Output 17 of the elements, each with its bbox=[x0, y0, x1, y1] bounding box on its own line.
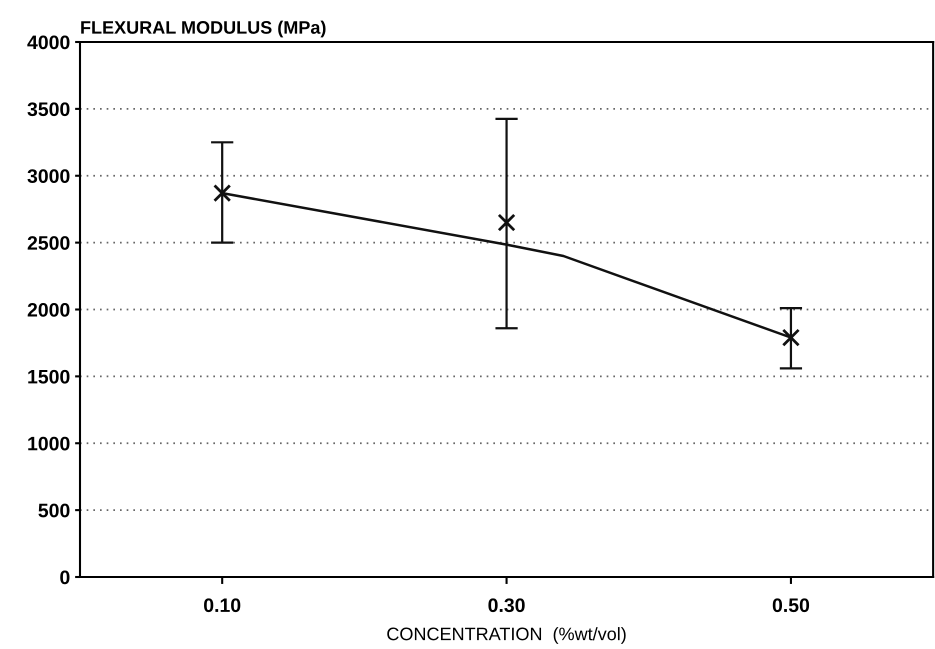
chart-title: FLEXURAL MODULUS (MPa) bbox=[81, 20, 326, 38]
x-axis-title: CONCENTRATION (%wt/vol) bbox=[387, 627, 626, 644]
y-tick-label: 500 bbox=[38, 504, 70, 518]
y-tick-label: 1000 bbox=[28, 436, 70, 450]
y-tick-label: 3000 bbox=[27, 169, 70, 184]
y-tick-label: 4000 bbox=[27, 35, 70, 50]
x-tick-label: 0.30 bbox=[488, 598, 525, 612]
y-tick-label: 0 bbox=[60, 570, 70, 584]
y-tick-label: 1500 bbox=[28, 370, 70, 384]
x-tick-label: 0.50 bbox=[772, 598, 810, 612]
point bbox=[213, 184, 232, 202]
x-tick-label: 0.10 bbox=[204, 598, 240, 612]
point bbox=[498, 214, 516, 232]
y-tick-label: 3500 bbox=[27, 102, 70, 116]
point bbox=[782, 328, 800, 347]
y-tick-label: 2500 bbox=[28, 236, 70, 250]
y-tick-label: 2000 bbox=[28, 302, 70, 317]
